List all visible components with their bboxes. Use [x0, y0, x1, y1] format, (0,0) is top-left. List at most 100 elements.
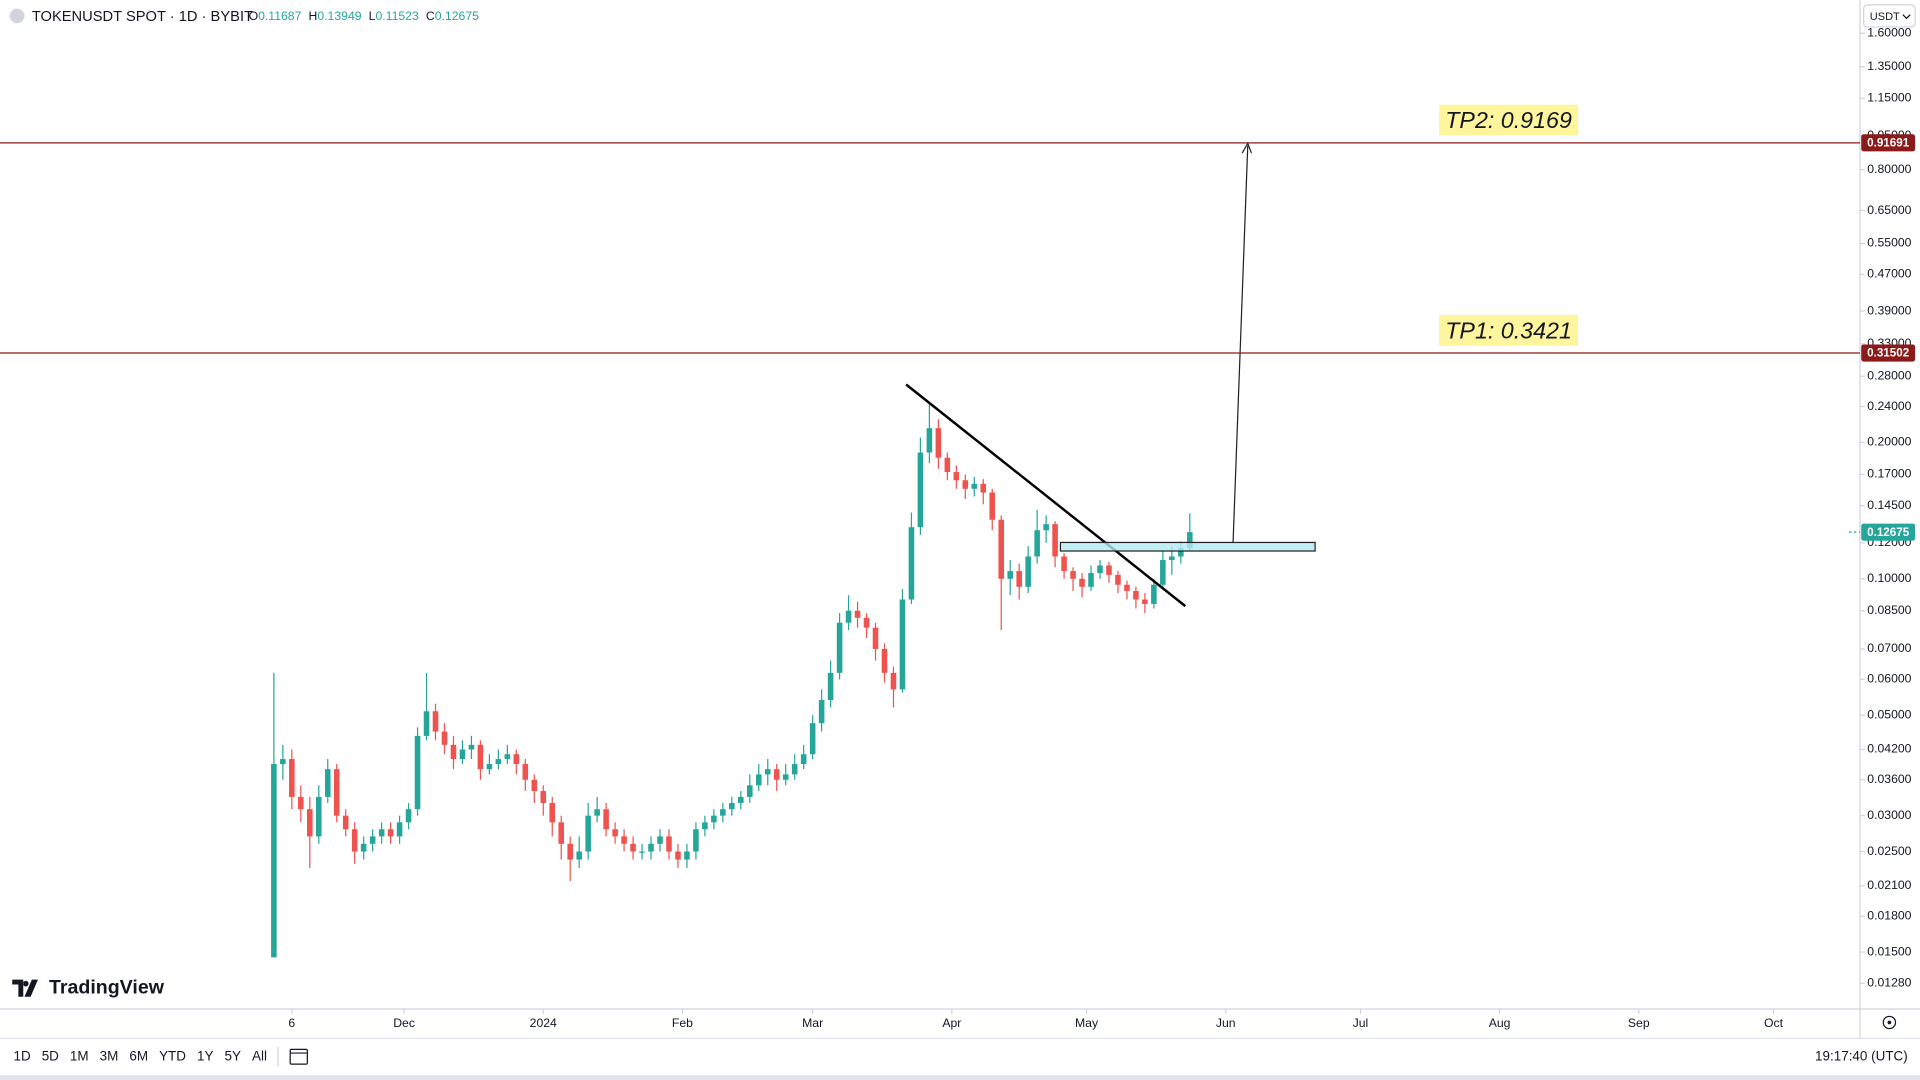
candle-body: [289, 759, 295, 797]
candle-body: [1043, 524, 1049, 531]
y-tick-label: 0.24000: [1867, 399, 1911, 413]
candle-body: [513, 754, 520, 765]
target-arrow: [1232, 145, 1249, 543]
candle-body: [773, 769, 780, 780]
candle-body: [1115, 574, 1121, 585]
candle-body: [1034, 530, 1040, 557]
ohlc-value: 0.11523: [375, 9, 419, 23]
currency-dropdown[interactable]: [1863, 4, 1916, 28]
range-button[interactable]: 6M: [129, 1048, 148, 1063]
candle-body: [531, 779, 538, 792]
y-tick-label: 0.01280: [1867, 975, 1911, 989]
candle-body: [432, 711, 439, 732]
date-range-icon[interactable]: [289, 1048, 308, 1065]
candle-body: [899, 599, 906, 690]
candle-body: [755, 774, 762, 786]
level-price-label: 0.91691: [1867, 137, 1910, 150]
candle-body: [414, 735, 421, 810]
range-button[interactable]: All: [252, 1048, 267, 1063]
range-button[interactable]: 5Y: [225, 1048, 241, 1063]
range-button[interactable]: 1D: [13, 1048, 30, 1063]
candle-body: [1016, 571, 1022, 587]
x-tick-label: Sep: [1628, 1016, 1650, 1030]
candle-body: [522, 764, 529, 780]
candle-body: [836, 622, 843, 673]
candle-body: [872, 627, 879, 649]
range-toolbar: 1D 5D 1M 3M 6M YTD 1Y 5Y All: [13, 1048, 267, 1063]
y-tick-label: 0.39000: [1867, 303, 1911, 317]
candle-body: [917, 452, 924, 528]
ohlc-legend: O0.11687 H0.13949 L0.11523 C0.12675: [249, 9, 480, 23]
x-tick-label: Oct: [1764, 1016, 1784, 1030]
current-price-label: 0.12675: [1867, 526, 1910, 539]
y-tick-label: 0.14500: [1867, 498, 1911, 512]
candle-body: [1025, 556, 1031, 587]
candle-body: [387, 829, 394, 837]
candle-body: [567, 843, 573, 860]
candle-body: [998, 519, 1005, 579]
candle-body: [549, 802, 556, 823]
settings-dot: [1887, 1020, 1892, 1025]
y-tick-label: 0.28000: [1867, 368, 1911, 382]
range-button[interactable]: 1M: [70, 1048, 89, 1063]
x-tick-label: Jun: [1216, 1016, 1236, 1030]
y-tick-label: 0.06000: [1867, 672, 1911, 686]
y-tick-label: 0.17000: [1867, 467, 1911, 481]
candle-body: [558, 822, 565, 844]
candle-body: [594, 809, 600, 816]
candle-body: [396, 822, 403, 837]
candle-body: [576, 851, 582, 860]
candle-body: [271, 764, 277, 958]
y-tick-label: 0.03600: [1867, 772, 1911, 786]
clock: 19:17:40 (UTC): [1815, 1048, 1908, 1063]
range-button[interactable]: YTD: [159, 1048, 186, 1063]
candle-body: [657, 836, 663, 844]
candle-body: [935, 428, 942, 458]
candle-body: [468, 744, 475, 750]
x-tick-label: Dec: [393, 1016, 415, 1030]
candle-body: [1178, 548, 1184, 557]
candle-body: [621, 836, 627, 844]
ohlc-label: L: [369, 9, 376, 23]
logo-text: TradingView: [49, 976, 165, 998]
candle-body: [1097, 565, 1103, 573]
candle-body: [459, 749, 466, 760]
x-tick-label: Apr: [942, 1016, 961, 1030]
settings-icon[interactable]: [1882, 1015, 1897, 1030]
logo-mark: [12, 979, 38, 997]
candle-body: [953, 472, 960, 481]
candle-body: [639, 851, 645, 853]
candle-body: [495, 759, 502, 765]
currency-label[interactable]: USDT: [1870, 11, 1900, 23]
candle-body: [324, 769, 331, 797]
candle-body: [764, 769, 771, 775]
candle-body: [782, 774, 789, 780]
y-tick-label: 0.20000: [1867, 435, 1911, 449]
candle-body: [540, 791, 547, 803]
level-price-tag: [1861, 344, 1916, 362]
candle-body: [809, 723, 816, 755]
candle-body: [603, 809, 609, 830]
y-tick-label: 0.03000: [1867, 808, 1911, 822]
range-button[interactable]: 3M: [100, 1048, 119, 1063]
plot-area: [271, 402, 1193, 958]
level-price-label: 0.31502: [1867, 347, 1909, 360]
breakout-zone: [1059, 541, 1316, 552]
ohlc-value: 0.12675: [435, 9, 479, 23]
range-button[interactable]: 5D: [42, 1048, 59, 1063]
candle-body: [1187, 532, 1193, 549]
y-tick-label: 0.80000: [1867, 162, 1911, 176]
range-button[interactable]: 1Y: [197, 1048, 213, 1063]
candle-body: [729, 802, 735, 810]
candle-body: [405, 809, 412, 823]
y-tick-label: 1.35000: [1867, 59, 1911, 73]
ohlc-value: 0.13949: [317, 9, 361, 23]
candle-body: [1160, 560, 1166, 585]
candle-body: [1151, 584, 1157, 604]
candle-body: [738, 796, 744, 803]
ohlc-value: 0.11687: [258, 9, 302, 23]
y-tick-label: 0.55000: [1867, 236, 1911, 250]
candle-body: [863, 617, 870, 628]
candle-body: [989, 492, 996, 520]
